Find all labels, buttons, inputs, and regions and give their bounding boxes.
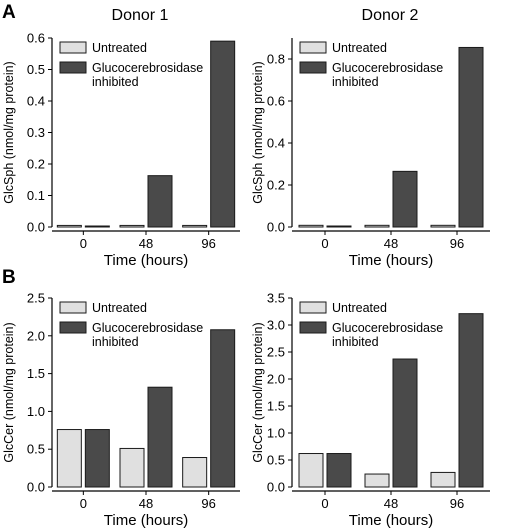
bar-untreated-96: [182, 457, 208, 488]
legend-swatch-inhibited: [59, 61, 87, 74]
y-tick-label: 0.5: [267, 453, 285, 468]
legend-swatch-untreated: [299, 301, 327, 314]
x-tick-label: 48: [139, 236, 153, 251]
legend-label-untreated: Untreated: [92, 41, 147, 55]
y-axis-label: GlcSph (nmol/mg protein): [251, 61, 265, 203]
x-tick-label: 0: [321, 236, 328, 251]
bar-untreated-48: [119, 224, 145, 228]
y-tick-label: 3.0: [267, 318, 285, 333]
chart-4: 0.0 0.5 1.0 1.5 2.0 2.5 3.0 3.5 GlcCer (nmol/mg …: [251, 291, 490, 529]
bar-inhibited-48: [392, 170, 418, 228]
y-tick-label: 0.1: [27, 188, 45, 203]
legend-label-inhibited: Glucocerebrosidase inhibited: [92, 321, 203, 349]
bar-inhibited-48: [147, 175, 173, 228]
y-tick-label: 0.0: [27, 220, 45, 235]
legend-label-untreated: Untreated: [332, 301, 387, 315]
panel-b-letter: B: [2, 267, 16, 288]
x-tick-label: 48: [384, 496, 398, 511]
chart-3: 0.0 0.5 1.0 1.5 2.0 2.5 GlcCer (nmol/mg protei…: [2, 291, 240, 529]
x-axis-label: Time (hours): [349, 252, 433, 269]
y-tick-label: 0.2: [267, 178, 285, 193]
y-tick-label: 2.5: [27, 291, 45, 306]
bar-inhibited-96: [458, 313, 484, 488]
x-tick-label: 0: [80, 236, 87, 251]
chart-1: 0.0 0.1 0.2 0.3 0.4 0.5 0.6 GlcSph (nmol/mg pro…: [2, 31, 240, 269]
y-tick-label: 2.0: [27, 328, 45, 343]
x-tick-label: 48: [139, 496, 153, 511]
bar-inhibited-0: [84, 429, 110, 488]
y-tick-label: 0.6: [267, 94, 285, 109]
legend-swatch-untreated: [299, 41, 327, 54]
y-tick-label: 1.5: [267, 399, 285, 414]
legend-swatch-inhibited: [299, 321, 327, 334]
legend-label-inhibited: Glucocerebrosidase inhibited: [332, 321, 443, 349]
x-tick-label: 96: [450, 496, 464, 511]
y-tick-label: 0.4: [27, 94, 45, 109]
bar-inhibited-48: [392, 358, 418, 488]
y-tick-label: 0.4: [267, 136, 285, 151]
legend-swatch-untreated: [59, 301, 87, 314]
y-tick-label: 0.6: [27, 31, 45, 46]
y-tick-label: 2.0: [267, 372, 285, 387]
y-tick-label: 0.0: [267, 220, 285, 235]
bar-untreated-48: [364, 224, 390, 228]
y-tick-label: 1.0: [27, 404, 45, 419]
y-axis-label: GlcCer (nmol/mg protein): [251, 322, 265, 462]
column-title-donor-1: Donor 1: [112, 7, 169, 24]
bar-inhibited-0: [326, 225, 352, 228]
bar-untreated-0: [56, 224, 82, 228]
y-tick-label: 0.0: [267, 480, 285, 495]
x-axis-label: Time (hours): [104, 512, 188, 529]
x-tick-label: 96: [201, 496, 215, 511]
y-tick-label: 1.0: [267, 426, 285, 441]
legend-label-inhibited: Glucocerebrosidase inhibited: [332, 61, 443, 89]
legend-swatch-inhibited: [299, 61, 327, 74]
bar-inhibited-96: [458, 46, 484, 228]
bar-inhibited-96: [210, 40, 236, 228]
bar-untreated-48: [364, 473, 390, 488]
y-axis-label: GlcCer (nmol/mg protein): [2, 322, 16, 462]
bar-untreated-96: [182, 224, 208, 228]
legend-label-untreated: Untreated: [92, 301, 147, 315]
bar-untreated-0: [298, 453, 324, 488]
bar-untreated-96: [430, 224, 456, 228]
bar-untreated-48: [119, 447, 145, 488]
x-tick-label: 96: [450, 236, 464, 251]
y-tick-label: 0.5: [27, 442, 45, 457]
y-tick-label: 0.5: [27, 62, 45, 77]
legend-swatch-untreated: [59, 41, 87, 54]
y-tick-label: 0.2: [27, 157, 45, 172]
y-axis-label: GlcSph (nmol/mg protein): [2, 61, 16, 203]
x-tick-label: 48: [384, 236, 398, 251]
x-tick-label: 96: [201, 236, 215, 251]
y-tick-label: 3.5: [267, 291, 285, 306]
bar-inhibited-48: [147, 386, 173, 488]
x-axis-label: Time (hours): [104, 252, 188, 269]
y-tick-label: 0.0: [27, 480, 45, 495]
x-tick-label: 0: [80, 496, 87, 511]
y-tick-label: 1.5: [27, 366, 45, 381]
bar-untreated-96: [430, 471, 456, 488]
bar-untreated-0: [56, 429, 82, 488]
x-axis-label: Time (hours): [349, 512, 433, 529]
panel-a-letter: A: [2, 2, 16, 23]
y-tick-label: 2.5: [267, 345, 285, 360]
legend-label-inhibited: Glucocerebrosidase inhibited: [92, 61, 203, 89]
y-tick-label: 0.3: [27, 125, 45, 140]
legend-label-untreated: Untreated: [332, 41, 387, 55]
bar-inhibited-96: [210, 329, 236, 488]
x-tick-label: 0: [321, 496, 328, 511]
y-tick-label: 0.8: [267, 52, 285, 67]
bar-untreated-0: [298, 224, 324, 228]
bar-inhibited-0: [326, 453, 352, 488]
bar-inhibited-0: [84, 225, 110, 228]
column-title-donor-2: Donor 2: [362, 7, 419, 24]
legend-swatch-inhibited: [59, 321, 87, 334]
